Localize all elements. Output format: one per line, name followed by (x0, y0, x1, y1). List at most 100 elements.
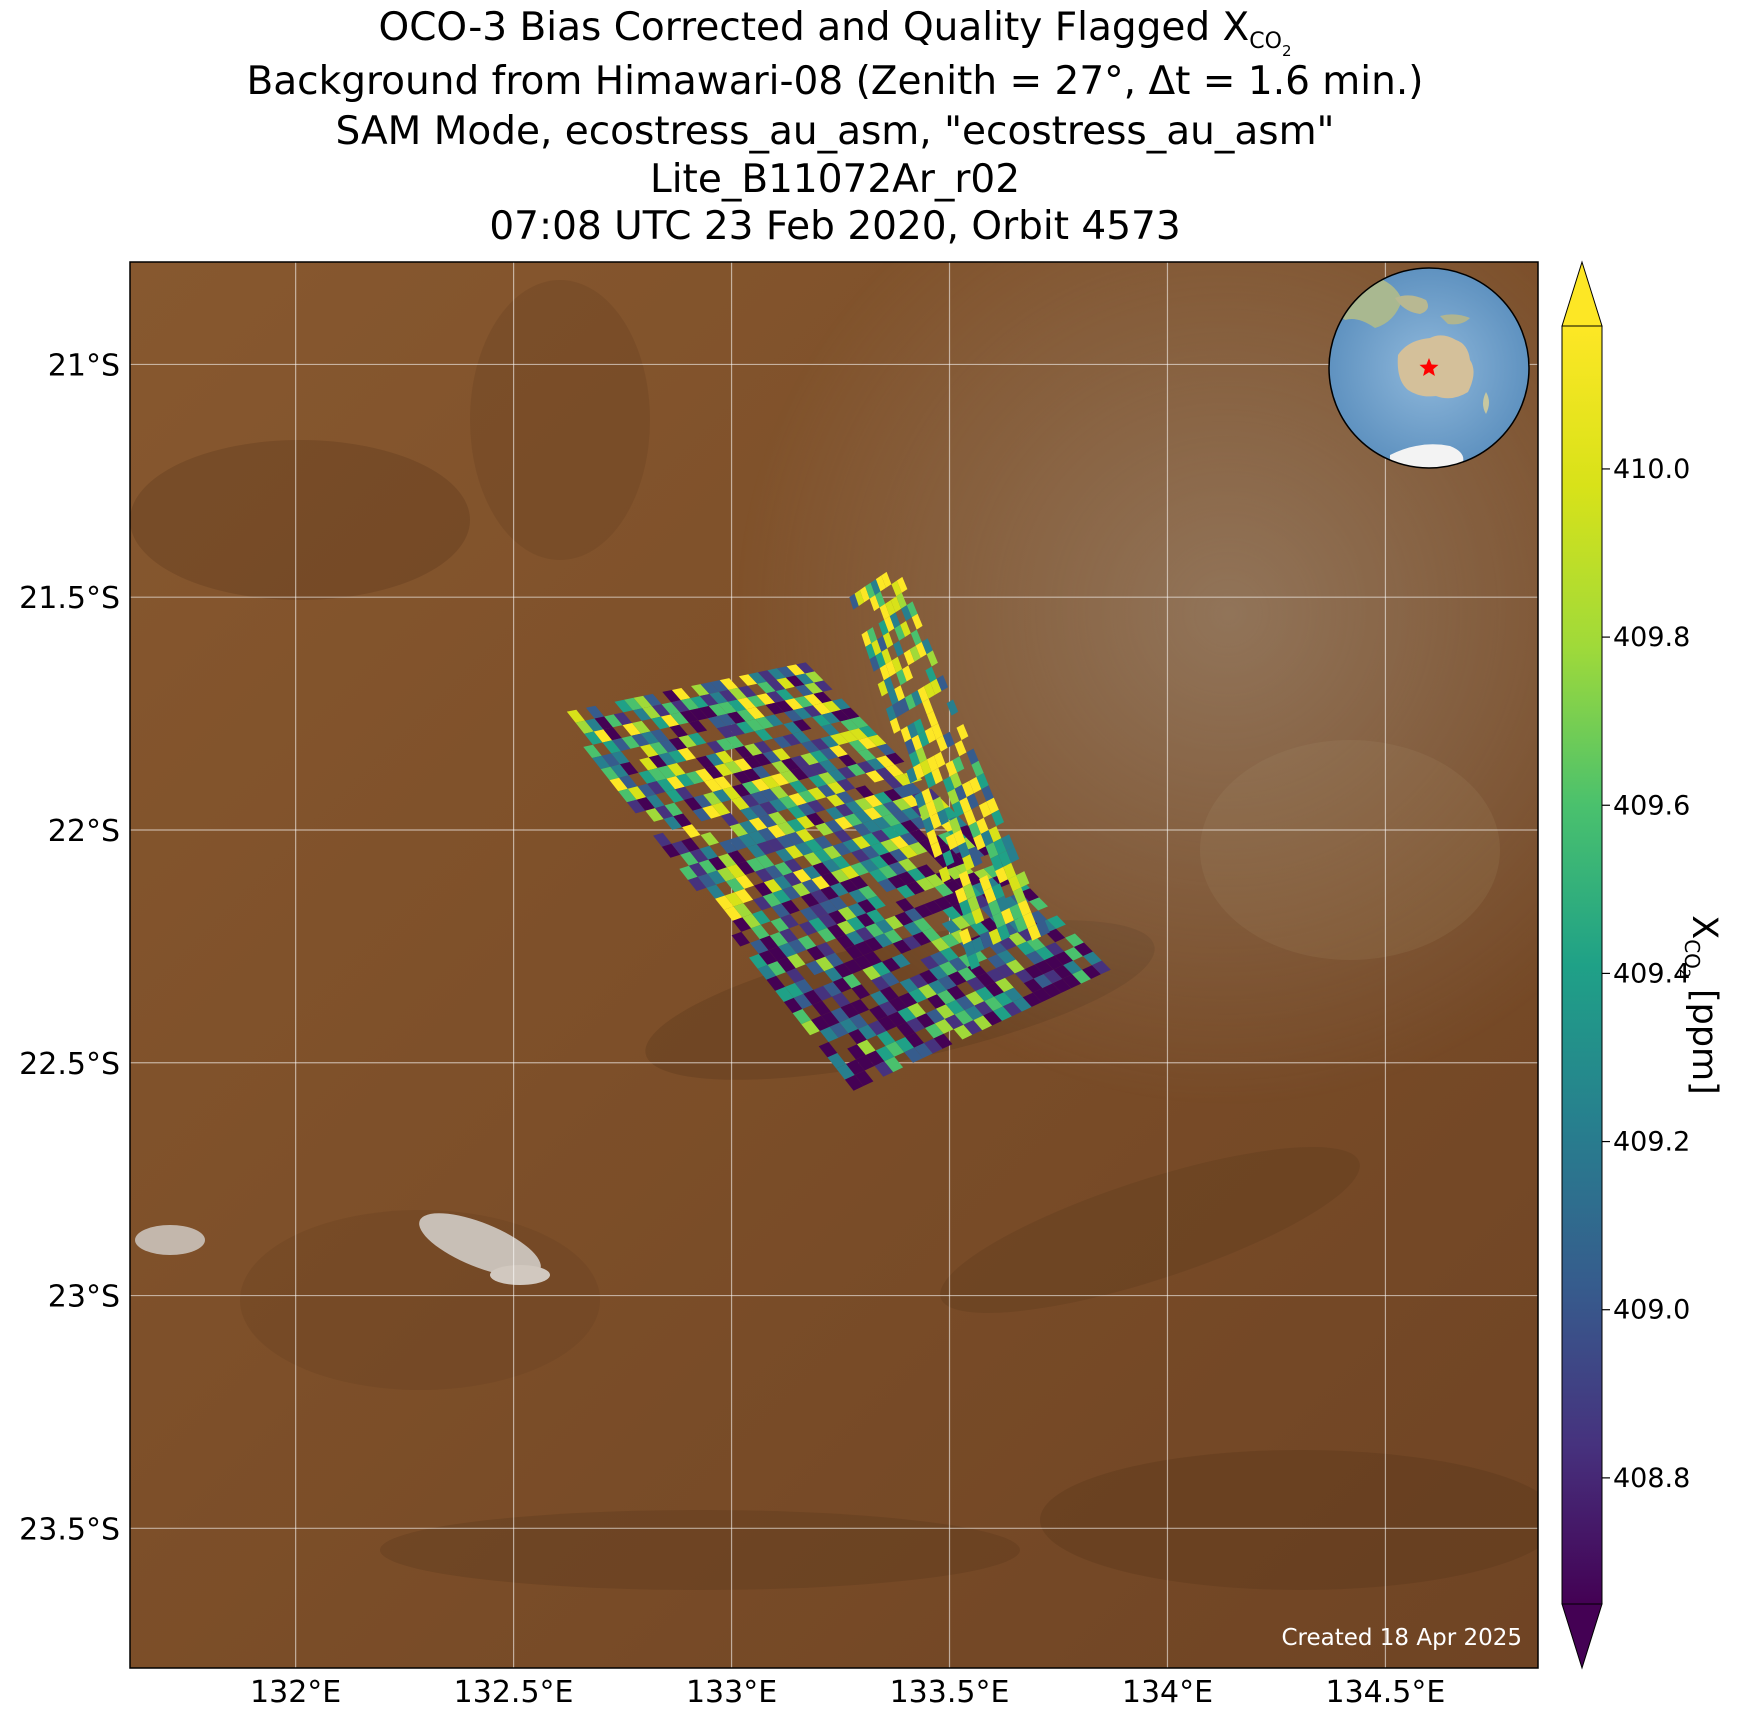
xco2-sounding-pixel (955, 995, 975, 1011)
xco2-sounding-pixel (725, 735, 745, 749)
xco2-sounding-pixel (742, 768, 761, 782)
xco2-sounding-pixel (771, 903, 791, 918)
xco2-sounding-pixel (812, 1000, 831, 1016)
xco2-sounding-pixel (909, 829, 929, 842)
graticule (130, 262, 1538, 1668)
xco2-sounding-pixel (782, 733, 802, 746)
xco2-sounding-pixel (869, 1005, 888, 1021)
xco2-sounding-pixel (821, 723, 840, 736)
xco2-sounding-pixel (815, 822, 834, 836)
colorbar-label: XCO2 [ppm] (1676, 915, 1724, 1095)
xco2-sounding-pixel (873, 791, 893, 805)
xco2-sounding-pixel (849, 1013, 868, 1029)
xco2-sounding-pixel (852, 836, 871, 850)
xco2-sounding-pixel (947, 788, 960, 805)
xco2-sounding-pixel (726, 723, 745, 736)
xco2-sounding-pixel (963, 1020, 983, 1035)
xco2-sounding-pixel (856, 761, 876, 774)
xco2-sounding-pixel (584, 731, 603, 745)
xco2-sounding-pixel (697, 873, 717, 888)
xco2-sounding-pixel (887, 875, 907, 889)
xco2-sounding-pixel (854, 797, 874, 811)
xco2-sounding-pixel (818, 759, 838, 773)
xco2-sounding-pixel (745, 719, 765, 732)
xco2-sounding-pixel (787, 953, 806, 969)
xco2-sounding-pixel (1034, 960, 1054, 975)
xco2-sounding-pixel (918, 984, 937, 999)
xco2-sounding-pixel (679, 865, 698, 880)
xco2-sounding-pixel (962, 854, 975, 871)
xco2-sounding-pixel (788, 793, 807, 806)
xco2-sounding-pixel (611, 751, 630, 765)
xco2-sounding-pixel (906, 1017, 925, 1033)
xco2-sounding-pixel (826, 794, 845, 807)
xco2-sounding-pixel (657, 765, 676, 779)
xco2-sounding-pixel (869, 595, 880, 612)
xco2-sounding-pixel (908, 842, 928, 855)
xco2-sounding-pixel (755, 716, 774, 729)
xco2-sounding-pixel (621, 735, 640, 749)
xco2-sounding-pixel (867, 734, 887, 747)
xco2-sounding-pixel (832, 977, 852, 993)
xco2-sounding-pixel (1007, 932, 1027, 946)
xco2-sounding-pixel (866, 909, 885, 924)
xco2-sounding-pixel (825, 806, 845, 820)
xco2-sounding-pixel (864, 937, 883, 952)
longitude-tick-label: 132°E (250, 1675, 341, 1710)
xco2-sounding-pixel (889, 612, 901, 629)
xco2-sounding-pixel (683, 797, 703, 811)
xco2-sounding-pixel (993, 1006, 1012, 1021)
longitude-tick-label: 134.5°E (1326, 1675, 1446, 1710)
xco2-sounding-pixel (887, 1011, 907, 1027)
xco2-sounding-pixel (732, 771, 752, 784)
xco2-sounding-pixel (801, 1020, 820, 1036)
xco2-sounding-pixel (784, 858, 803, 873)
xco2-sounding-pixel (922, 816, 934, 834)
longitude-tick-label: 133°E (686, 1675, 777, 1710)
xco2-sounding-pixel (819, 899, 838, 914)
xco2-sounding-pixel (858, 725, 878, 738)
xco2-sounding-pixel (902, 935, 922, 950)
xco2-sounding-pixel (1022, 992, 1042, 1007)
xco2-sounding-pixel (898, 992, 918, 1008)
xco2-sounding-pixel (896, 669, 907, 686)
xco2-sounding-pixel (753, 741, 773, 754)
xco2-sounding-pixel (896, 592, 907, 609)
xco2-sounding-pixel (885, 600, 896, 617)
xco2-sounding-pixel (695, 768, 714, 782)
xco2-sounding-pixel (680, 698, 700, 711)
xco2-sounding-pixel (812, 703, 832, 715)
xco2-sounding-pixel (1028, 910, 1048, 924)
xco2-sounding-pixel (845, 930, 865, 945)
xco2-sounding-pixel (708, 856, 727, 871)
title-line-1: OCO-3 Bias Corrected and Quality Flagged… (378, 5, 1292, 61)
longitude-tick-label: 132.5°E (454, 1675, 574, 1710)
xco2-sounding-pixel (855, 785, 874, 798)
xco2-sounding-pixel (796, 662, 815, 674)
xco2-sounding-pixel (882, 813, 901, 827)
xco2-sounding-pixel (856, 913, 876, 927)
xco2-sounding-pixel (847, 763, 866, 776)
xco2-sounding-pixel (818, 1042, 838, 1058)
xco2-sounding-pixel (874, 933, 893, 948)
xco2-sounding-pixel (849, 716, 869, 729)
xco2-sounding-pixel (704, 778, 723, 792)
xco2-sounding-pixel (748, 817, 768, 831)
xco2-sounding-pixel (961, 780, 974, 798)
xco2-sounding-pixel (689, 848, 709, 863)
xco2-sounding-pixel (957, 825, 977, 838)
xco2-sounding-pixel (1063, 960, 1083, 975)
xco2-sounding-pixel (741, 781, 761, 795)
xco2-sounding-pixel (971, 760, 984, 777)
xco2-sounding-pixel (668, 737, 688, 751)
xco2-sounding-pixel (782, 886, 801, 900)
xco2-sounding-pixel (585, 705, 605, 719)
xco2-sounding-pixel (1065, 933, 1084, 947)
xco2-sounding-pixel (814, 680, 833, 692)
xco2-sounding-pixel (724, 892, 744, 907)
xco2-sounding-pixel (836, 778, 856, 792)
xco2-sounding-pixel (799, 907, 819, 922)
location-star-icon (1419, 358, 1439, 376)
xco2-sounding-pixel (956, 724, 969, 741)
xco2-sounding-pixel (766, 679, 786, 692)
